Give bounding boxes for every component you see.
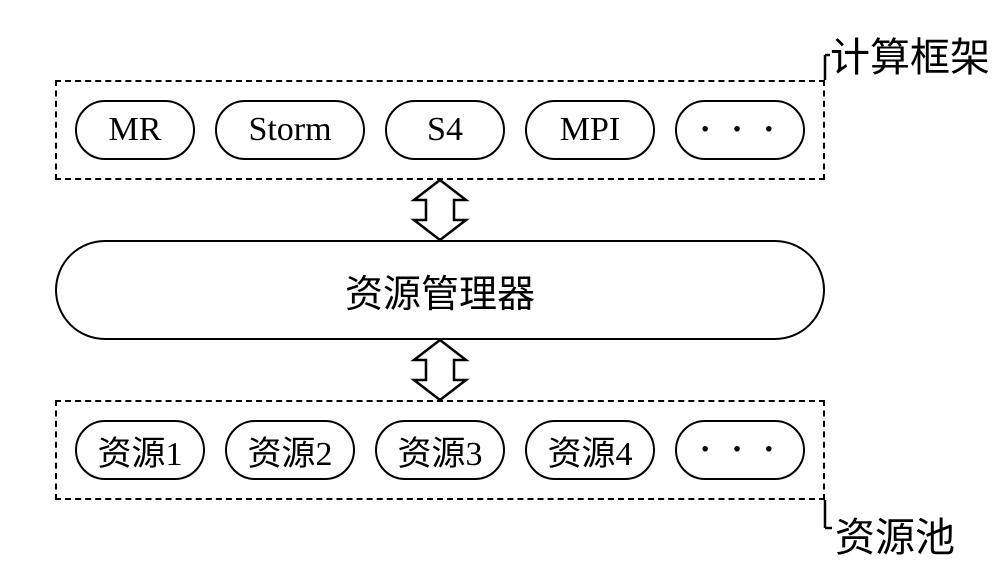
bottom-leader-line bbox=[0, 0, 1000, 565]
diagram-canvas: 计算框架 MR Storm S4 MPI · · · 资源管理器 资源1 资源2 bbox=[0, 0, 1000, 565]
bottom-group-label-text: 资源池 bbox=[835, 515, 955, 560]
bottom-group-label: 资源池 bbox=[835, 505, 955, 563]
